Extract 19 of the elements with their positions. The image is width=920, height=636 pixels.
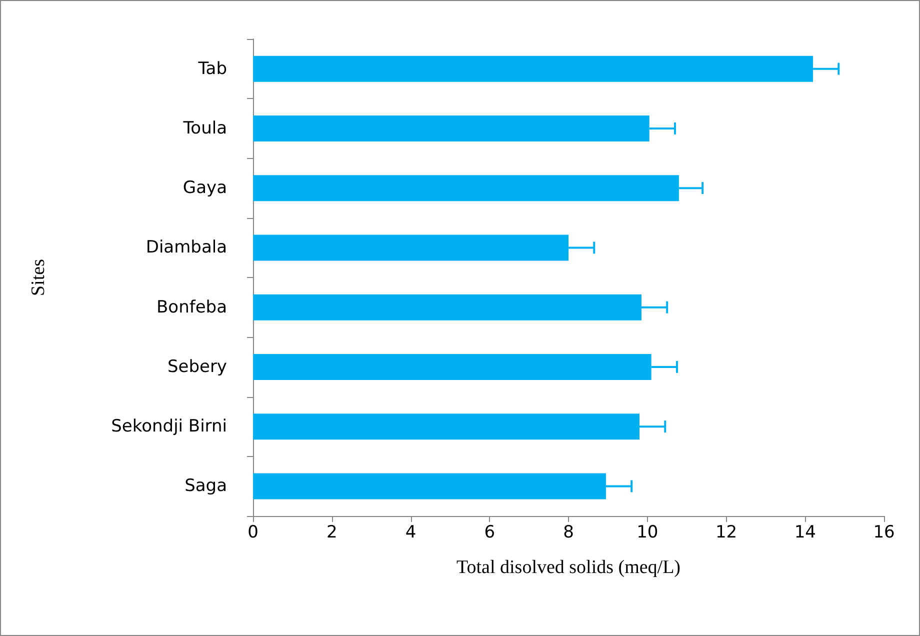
x-tick-label: 16 xyxy=(873,522,895,542)
y-tick-label: Sekondji Birni xyxy=(111,416,227,437)
y-tick-label: Gaya xyxy=(182,178,227,198)
x-axis-title: Total disolved solids (meq/L) xyxy=(456,557,681,578)
y-tick-label: Bonfeba xyxy=(156,297,227,318)
x-tick-label: 4 xyxy=(405,522,416,542)
x-tick-label: 2 xyxy=(326,522,338,542)
y-tick-label: Toula xyxy=(182,118,227,138)
y-tick-label: Diambala xyxy=(146,238,227,258)
x-tick-label: 12 xyxy=(715,522,738,542)
y-tick-label: Saga xyxy=(184,476,227,496)
y-tick-label: Sebery xyxy=(167,356,227,377)
x-tick-label: 10 xyxy=(636,522,658,542)
x-tick-label: 0 xyxy=(248,522,258,542)
x-tick-label: 8 xyxy=(563,522,574,542)
x-tick-label: 14 xyxy=(794,522,816,542)
y-axis-title: Sites xyxy=(28,259,49,296)
y-tick-label: Tab xyxy=(197,58,227,79)
x-tick-label: 6 xyxy=(484,522,496,542)
